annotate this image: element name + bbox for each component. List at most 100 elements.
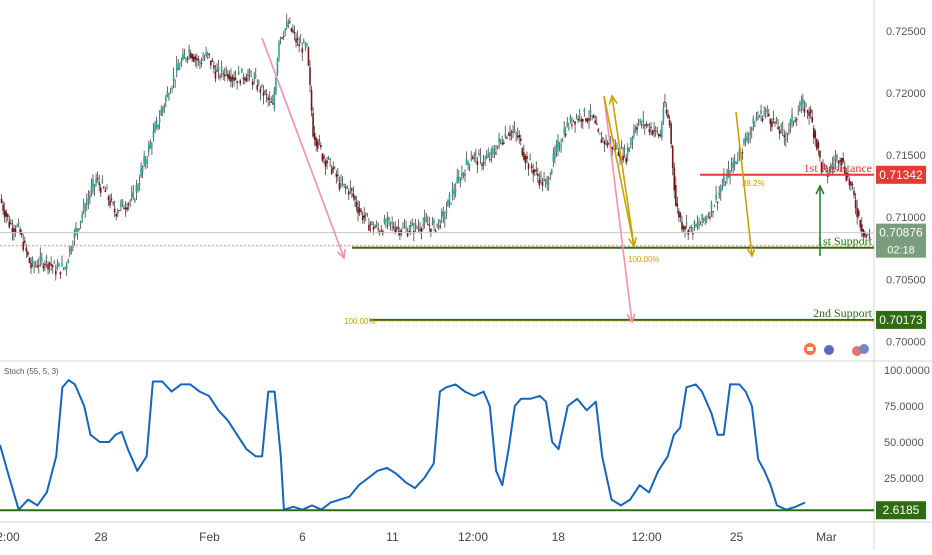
candle-body	[518, 135, 521, 138]
candle-body	[859, 220, 862, 228]
candle-body	[625, 157, 627, 163]
gold-arrow-up-head	[608, 94, 618, 105]
candle-body	[389, 222, 392, 224]
candle-body	[831, 164, 834, 168]
candle-body	[236, 80, 238, 84]
candle-body	[177, 67, 180, 71]
candle-body	[144, 160, 147, 165]
candle-body	[396, 227, 398, 230]
candle-body	[699, 224, 702, 226]
candle-body	[416, 227, 418, 229]
candle-body	[186, 58, 189, 60]
candle-body	[344, 186, 347, 188]
candle-body	[513, 129, 516, 131]
candle-body	[675, 185, 677, 206]
candle-body	[256, 85, 259, 90]
candle-body	[188, 49, 190, 53]
candle-body	[490, 149, 493, 155]
candle-body	[665, 109, 668, 114]
candle-body	[812, 127, 815, 138]
candle-body	[11, 227, 14, 233]
candle-body	[137, 186, 139, 190]
level-label: 2nd Support	[813, 306, 873, 320]
candle-body	[245, 77, 248, 82]
candle-body	[118, 210, 121, 212]
candle-body	[425, 219, 428, 222]
indicator-icons[interactable]	[804, 343, 869, 356]
candle-body	[44, 263, 46, 266]
candle-body	[293, 31, 296, 33]
candle-body	[644, 125, 646, 127]
candle-body	[533, 169, 536, 172]
candle-body	[92, 179, 94, 187]
candle-body	[309, 67, 311, 85]
candle-body	[671, 145, 674, 168]
candle-body	[272, 103, 274, 105]
candle-body	[179, 68, 181, 70]
candle-body	[64, 267, 66, 269]
candle-body	[564, 133, 567, 136]
candle-body	[482, 162, 485, 164]
candle-body	[59, 271, 62, 275]
time-tick-label: 18	[552, 530, 566, 544]
candle-body	[572, 119, 575, 121]
gold-arrow	[603, 95, 635, 247]
candle-body	[138, 183, 141, 186]
candle-body	[378, 231, 381, 233]
candle-body	[746, 138, 748, 141]
price-axis: 0.72500 0.72000 0.71500 0.71000 0.70500 0.700…	[886, 26, 926, 348]
candle-body	[3, 210, 6, 218]
candle-body	[676, 203, 679, 207]
candle-body	[129, 200, 131, 202]
candle-body	[718, 192, 720, 196]
candle-body	[724, 184, 727, 186]
candle-body	[151, 144, 153, 147]
candle-body	[688, 226, 691, 228]
candle-body	[656, 130, 658, 132]
candle-body	[327, 157, 330, 159]
candle-body	[631, 137, 634, 142]
candle-body	[403, 227, 406, 229]
candle-body	[47, 264, 49, 270]
price-tick-label: 0.72500	[886, 26, 926, 38]
pink-arrow-2	[603, 95, 633, 323]
candle-body	[98, 182, 100, 185]
candle-body	[397, 227, 400, 229]
candle-body	[326, 160, 328, 164]
candle-body	[374, 226, 376, 228]
candle-body	[430, 228, 432, 233]
time-tick-label: Mar	[816, 530, 837, 544]
candle-body	[527, 164, 530, 169]
candle-body	[735, 161, 738, 164]
candle-body	[343, 183, 345, 185]
candle-body	[681, 221, 683, 230]
candle-body	[501, 143, 503, 145]
candle-body	[56, 266, 59, 269]
candle-body	[375, 224, 378, 226]
candle-body	[175, 63, 178, 71]
candle-body	[228, 75, 231, 80]
candle-body	[22, 242, 25, 250]
candle-body	[27, 251, 29, 256]
event-icon[interactable]	[824, 345, 834, 355]
candle-body	[854, 200, 857, 209]
dividend-icon[interactable]	[859, 344, 869, 354]
candle-body	[830, 165, 832, 170]
candle-body	[749, 132, 751, 135]
candle-body	[853, 190, 855, 196]
candle-body	[135, 184, 138, 192]
candle-body	[766, 109, 769, 111]
candle-body	[574, 121, 576, 125]
candle-body	[507, 134, 510, 136]
candle-body	[540, 175, 542, 177]
candle-body	[408, 231, 410, 233]
candle-body	[470, 158, 472, 161]
candle-body	[433, 220, 435, 224]
time-tick-label: 12:00	[632, 530, 662, 544]
time-tick-label: 6	[299, 530, 306, 544]
candle-body	[324, 160, 327, 167]
candle-body	[754, 126, 756, 128]
candle-body	[741, 152, 744, 154]
candle-body	[76, 228, 79, 232]
